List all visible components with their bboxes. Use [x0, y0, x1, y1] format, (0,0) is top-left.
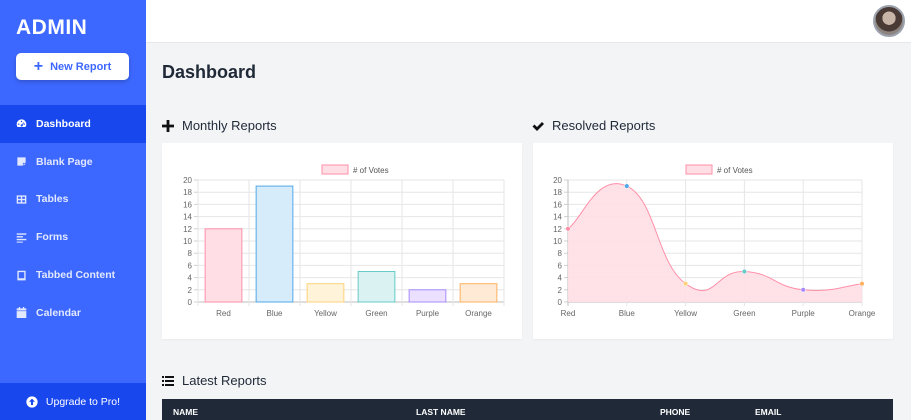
legend-label: # of Votes: [717, 166, 753, 175]
y-tick-label: 18: [553, 188, 562, 197]
y-tick-label: 0: [188, 298, 193, 307]
y-tick-label: 6: [558, 261, 563, 270]
data-point: [741, 268, 747, 275]
upgrade-button[interactable]: Upgrade to Pro!: [0, 383, 146, 420]
new-report-label: New Report: [50, 60, 112, 73]
new-report-button[interactable]: + New Report: [16, 53, 129, 80]
list-icon: [162, 375, 174, 386]
bar: [459, 283, 498, 303]
x-tick-label: Yellow: [314, 309, 337, 318]
x-tick-label: Yellow: [674, 309, 697, 318]
y-tick-label: 20: [183, 176, 192, 185]
series-area: [568, 183, 862, 302]
resolved-reports-chart: # of Votes 0 2 4 6 8 10 12 14 16 18 20 Red Blue Yellow…: [553, 164, 876, 318]
y-tick-label: 2: [188, 286, 193, 295]
sidebar-item-calendar[interactable]: Calendar: [0, 294, 146, 332]
sidebar-item-label: Forms: [36, 231, 69, 244]
sidebar-item-tabbed-content[interactable]: Tabbed Content: [0, 256, 146, 294]
bar: [357, 271, 396, 303]
y-tick-label: 8: [558, 249, 563, 258]
align-left-icon: [16, 233, 27, 243]
y-tick-label: 0: [558, 298, 563, 307]
y-tick-label: 10: [183, 237, 192, 246]
tablet-icon: [17, 270, 26, 280]
bar: [408, 289, 447, 303]
latest-reports-title: Latest Reports: [182, 373, 267, 388]
monthly-reports-heading: Monthly Reports: [162, 118, 277, 133]
y-tick-label: 2: [558, 286, 563, 295]
latest-reports-table-header: NAME LAST NAME PHONE EMAIL: [162, 399, 893, 420]
resolved-reports-title: Resolved Reports: [552, 118, 656, 133]
monthly-reports-card: # of Votes 0 2 4 6 8 10 12 14 16 18 20 Red Blue Yellow…: [162, 143, 522, 339]
data-point: [800, 287, 806, 293]
plus-icon: +: [33, 57, 44, 75]
x-tick-label: Orange: [849, 309, 876, 318]
x-tick-label: Red: [561, 309, 576, 318]
y-tick-label: 10: [553, 237, 562, 246]
y-tick-label: 20: [553, 176, 562, 185]
y-tick-label: 16: [183, 200, 192, 209]
gauge-icon: [16, 119, 27, 128]
x-tick-label: Blue: [619, 309, 636, 318]
sidebar-item-label: Tabbed Content: [36, 269, 116, 282]
bar: [204, 228, 243, 303]
y-tick-label: 8: [188, 249, 193, 258]
sidebar-item-blank-page[interactable]: Blank Page: [0, 143, 146, 181]
x-tick-label: Purple: [792, 309, 816, 318]
bar: [255, 185, 294, 303]
upgrade-label: Upgrade to Pro!: [45, 395, 121, 408]
data-point: [683, 281, 689, 287]
y-tick-label: 16: [553, 200, 562, 209]
resolved-reports-card: # of Votes 0 2 4 6 8 10 12 14 16 18 20 Red Blue Yellow…: [533, 143, 893, 339]
check-icon: [532, 121, 544, 131]
sidebar: ADMIN + New Report Dashboard Blank Page …: [0, 0, 146, 420]
sidebar-item-label: Tables: [36, 193, 69, 206]
user-avatar[interactable]: [873, 5, 905, 37]
bar: [306, 283, 345, 303]
sticky-note-icon: [17, 157, 26, 166]
calendar-icon: [16, 307, 27, 319]
page-title: Dashboard: [162, 62, 257, 82]
sidebar-item-tables[interactable]: Tables: [0, 181, 146, 219]
y-tick-label: 18: [183, 188, 192, 197]
sidebar-item-label: Calendar: [36, 306, 81, 319]
sidebar-item-dashboard[interactable]: Dashboard: [0, 105, 146, 143]
column-header-email[interactable]: EMAIL: [755, 407, 782, 417]
legend-swatch: [321, 164, 349, 175]
sidebar-item-forms[interactable]: Forms: [0, 218, 146, 256]
data-point: [624, 183, 630, 189]
monthly-reports-chart: # of Votes 0 2 4 6 8 10 12 14 16 18 20 Red Blue Yellow…: [183, 164, 505, 318]
column-header-last-name[interactable]: LAST NAME: [416, 407, 466, 417]
legend-label: # of Votes: [353, 166, 389, 175]
latest-reports-heading: Latest Reports: [162, 373, 267, 388]
x-tick-label: Green: [733, 309, 755, 318]
sidebar-item-label: Blank Page: [36, 155, 93, 168]
top-bar: [146, 0, 911, 43]
resolved-reports-heading: Resolved Reports: [532, 118, 655, 133]
sidebar-nav: Dashboard Blank Page Tables Forms Tabbed…: [0, 105, 146, 332]
data-point: [859, 281, 865, 287]
y-tick-label: 4: [558, 274, 563, 283]
y-tick-label: 4: [188, 274, 193, 283]
monthly-reports-title: Monthly Reports: [182, 118, 277, 133]
column-header-phone[interactable]: PHONE: [660, 407, 691, 417]
y-tick-label: 6: [188, 261, 193, 270]
x-tick-label: Red: [216, 309, 231, 318]
data-point: [565, 226, 571, 232]
x-tick-label: Green: [365, 309, 387, 318]
table-icon: [16, 195, 27, 204]
x-tick-label: Blue: [266, 309, 283, 318]
brand-logo: ADMIN: [16, 16, 88, 39]
x-tick-label: Orange: [465, 309, 492, 318]
sidebar-item-label: Dashboard: [36, 117, 91, 130]
y-tick-label: 12: [183, 225, 192, 234]
y-tick-label: 14: [183, 213, 192, 222]
x-tick-label: Purple: [416, 309, 440, 318]
column-header-name[interactable]: NAME: [173, 407, 199, 417]
arrow-circle-up-icon: [26, 395, 38, 408]
legend-swatch: [685, 164, 713, 175]
y-tick-label: 14: [553, 213, 562, 222]
plus-icon: [162, 119, 174, 132]
y-tick-label: 12: [553, 225, 562, 234]
